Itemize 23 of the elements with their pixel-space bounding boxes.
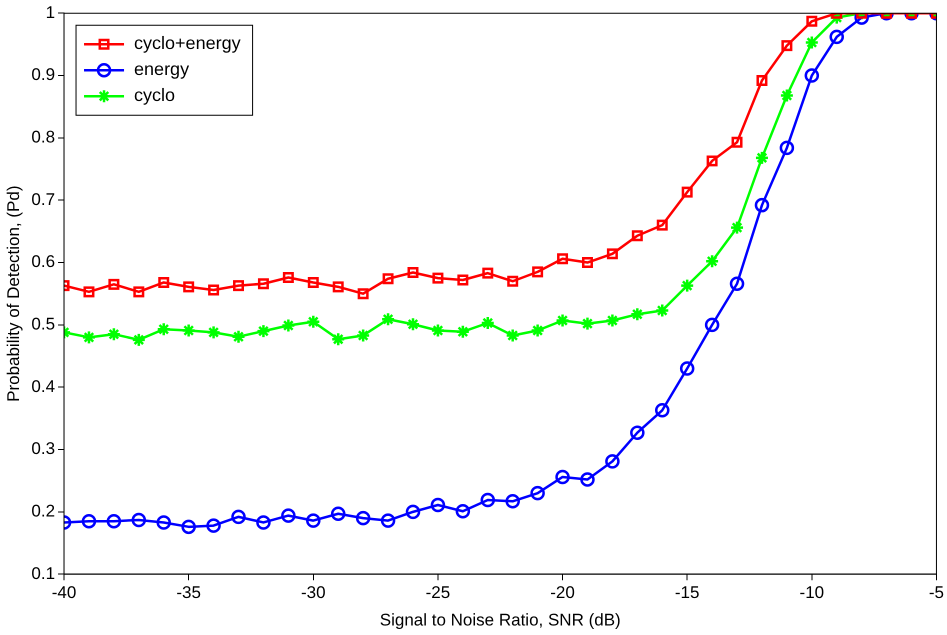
y-axis-title: Probability of Detection, (Pd) xyxy=(4,186,23,402)
x-tick-label: -30 xyxy=(301,583,326,602)
y-tick-label: 0.7 xyxy=(31,190,56,209)
legend-label: energy xyxy=(134,59,190,80)
x-tick-label: -5 xyxy=(928,583,944,602)
y-tick-label: 0.8 xyxy=(31,128,56,147)
x-tick-label: -10 xyxy=(800,583,824,602)
x-tick-label: -15 xyxy=(674,583,700,602)
x-axis-title: Signal to Noise Ratio, SNR (dB) xyxy=(380,610,621,630)
x-tick-label: -40 xyxy=(52,583,76,602)
y-tick-label: 1 xyxy=(46,2,56,22)
x-tick-label: -35 xyxy=(176,583,201,602)
x-tick-label: -25 xyxy=(426,583,450,602)
y-tick-label: 0.9 xyxy=(31,65,56,84)
legend-label: cyclo xyxy=(134,85,176,106)
legend-label: cyclo+energy xyxy=(134,33,241,54)
y-tick-label: 0.1 xyxy=(31,564,56,583)
y-tick-label: 0.6 xyxy=(31,252,56,272)
y-tick-label: 0.5 xyxy=(31,314,56,334)
y-tick-label: 0.2 xyxy=(31,502,56,521)
y-tick-label: 0.3 xyxy=(31,439,56,458)
y-tick-label: 0.4 xyxy=(31,376,56,396)
x-tick-label: -20 xyxy=(550,583,575,602)
